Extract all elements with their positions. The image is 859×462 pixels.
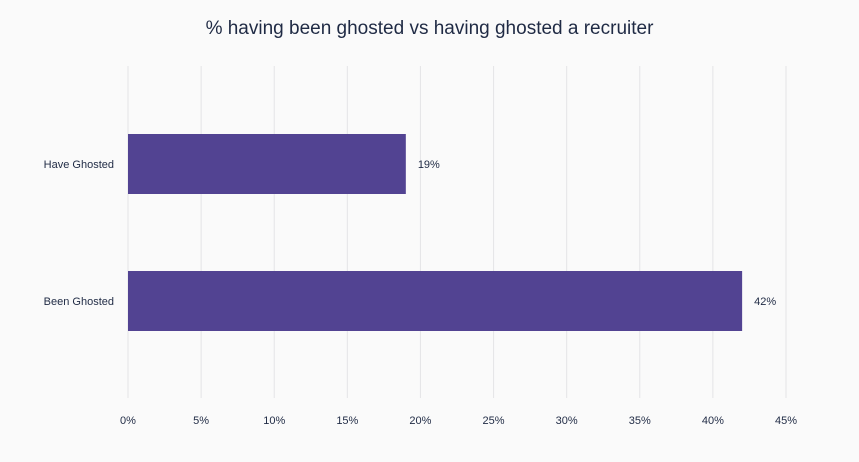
- x-tick-label: 15%: [336, 415, 358, 427]
- x-tick-label: 45%: [775, 415, 797, 427]
- x-tick-label: 5%: [193, 415, 209, 427]
- x-tick-label: 10%: [263, 415, 285, 427]
- category-label-been-ghosted: Been Ghosted: [44, 296, 114, 308]
- x-tick-label: 35%: [629, 415, 651, 427]
- bars: [128, 134, 743, 331]
- x-tick-label: 25%: [483, 415, 505, 427]
- bar-been-ghosted: [128, 271, 743, 331]
- data-label-have-ghosted: 19%: [418, 159, 440, 171]
- x-tick-label: 0%: [120, 415, 136, 427]
- x-tick-label: 30%: [556, 415, 578, 427]
- chart-title: % having been ghosted vs having ghosted …: [205, 18, 654, 39]
- labels: 0% 5% 10% 15% 20% 25% 30% 35% 40% 45% Have Ghosted…: [44, 159, 798, 427]
- data-label-been-ghosted: 42%: [754, 296, 776, 308]
- bar-have-ghosted: [128, 134, 406, 194]
- gridlines: [127, 66, 787, 398]
- category-label-have-ghosted: Have Ghosted: [44, 159, 114, 171]
- x-tick-label: 20%: [409, 415, 431, 427]
- x-tick-label: 40%: [702, 415, 724, 427]
